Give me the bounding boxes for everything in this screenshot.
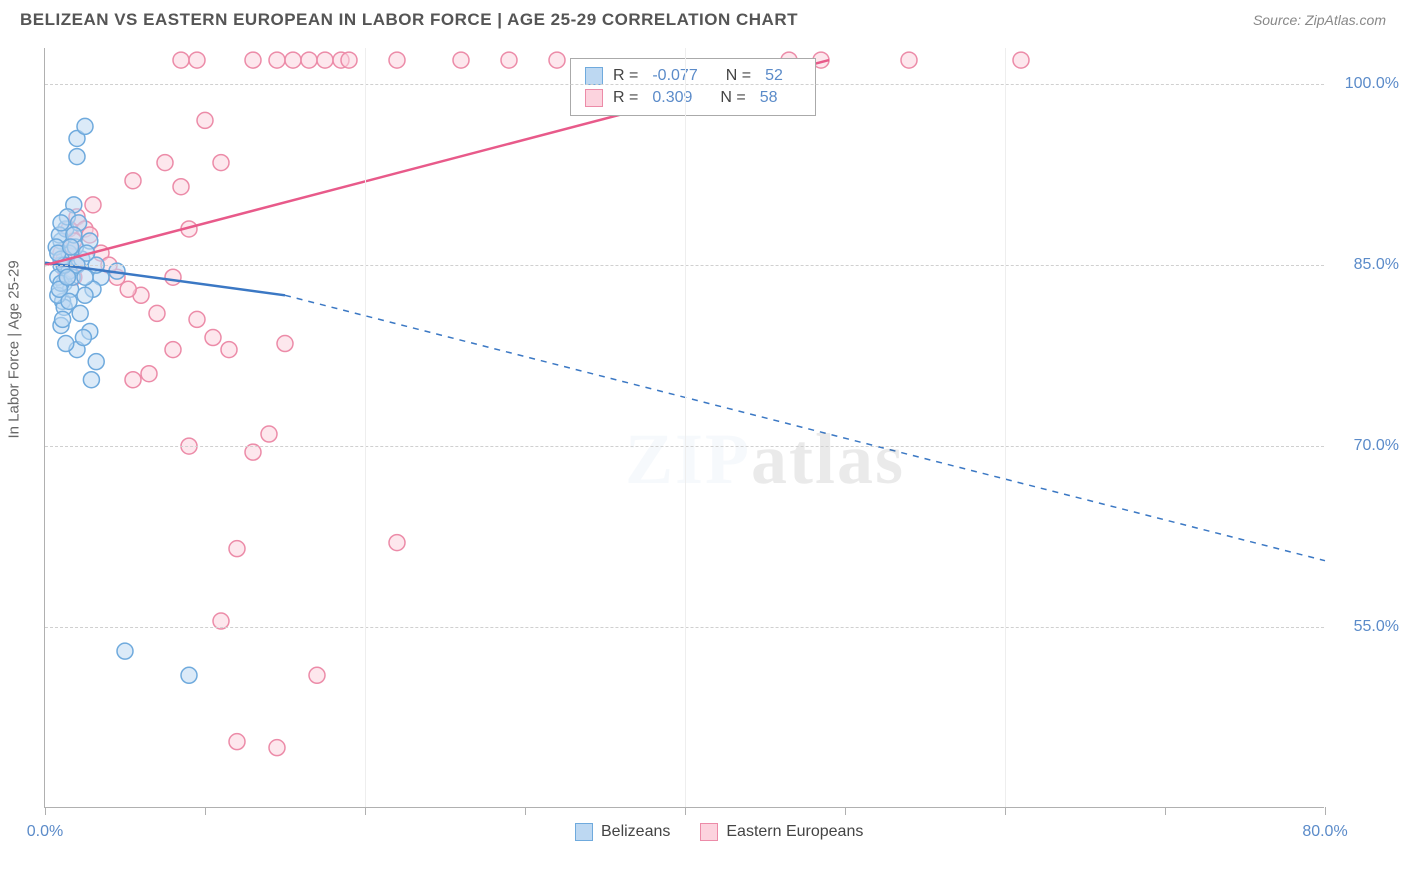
scatter-point bbox=[77, 118, 93, 134]
scatter-point bbox=[341, 52, 357, 68]
scatter-point bbox=[221, 342, 237, 358]
scatter-point bbox=[901, 52, 917, 68]
x-tick bbox=[685, 807, 686, 815]
scatter-point bbox=[285, 52, 301, 68]
legend-label: Belizeans bbox=[601, 823, 670, 841]
scatter-point bbox=[83, 372, 99, 388]
scatter-point bbox=[77, 287, 93, 303]
correlation-legend: R = -0.077 N = 52 R = 0.309 N = 58 bbox=[570, 58, 816, 116]
scatter-point bbox=[229, 734, 245, 750]
x-tick bbox=[205, 807, 206, 815]
x-tick bbox=[45, 807, 46, 815]
y-tick-label: 70.0% bbox=[1354, 437, 1399, 455]
scatter-point bbox=[189, 52, 205, 68]
scatter-point bbox=[125, 372, 141, 388]
x-tick bbox=[1005, 807, 1006, 815]
source-label: Source: ZipAtlas.com bbox=[1253, 12, 1386, 28]
y-tick-label: 55.0% bbox=[1354, 618, 1399, 636]
chart-title: BELIZEAN VS EASTERN EUROPEAN IN LABOR FO… bbox=[20, 10, 798, 30]
x-tick bbox=[845, 807, 846, 815]
scatter-point bbox=[317, 52, 333, 68]
scatter-point bbox=[389, 535, 405, 551]
scatter-point bbox=[277, 336, 293, 352]
x-tick bbox=[1165, 807, 1166, 815]
y-tick-label: 85.0% bbox=[1354, 256, 1399, 274]
scatter-point bbox=[165, 269, 181, 285]
scatter-point bbox=[229, 541, 245, 557]
series-legend: Belizeans Eastern Europeans bbox=[575, 823, 863, 841]
scatter-point bbox=[181, 667, 197, 683]
scatter-point bbox=[1013, 52, 1029, 68]
y-tick-label: 100.0% bbox=[1345, 75, 1399, 93]
scatter-point bbox=[205, 330, 221, 346]
scatter-point bbox=[453, 52, 469, 68]
scatter-point bbox=[53, 215, 69, 231]
swatch-icon bbox=[575, 823, 593, 841]
scatter-point bbox=[165, 342, 181, 358]
scatter-point bbox=[189, 311, 205, 327]
scatter-point bbox=[197, 112, 213, 128]
r-label: R = bbox=[613, 67, 638, 85]
n-label: N = bbox=[726, 67, 751, 85]
scatter-point bbox=[157, 155, 173, 171]
scatter-point bbox=[141, 366, 157, 382]
swatch-blue bbox=[585, 67, 603, 85]
scatter-point bbox=[301, 52, 317, 68]
scatter-point bbox=[389, 52, 405, 68]
scatter-point bbox=[58, 336, 74, 352]
legend-label: Eastern Europeans bbox=[726, 823, 863, 841]
scatter-point bbox=[261, 426, 277, 442]
x-tick-label: 0.0% bbox=[27, 823, 63, 841]
scatter-point bbox=[149, 305, 165, 321]
x-tick bbox=[365, 807, 366, 815]
scatter-point bbox=[213, 155, 229, 171]
scatter-point bbox=[549, 52, 565, 68]
legend-item: Belizeans bbox=[575, 823, 670, 841]
n-label: N = bbox=[720, 89, 745, 107]
scatter-point bbox=[61, 293, 77, 309]
r-label: R = bbox=[613, 89, 638, 107]
gridline-v bbox=[365, 48, 366, 807]
swatch-icon bbox=[700, 823, 718, 841]
scatter-point bbox=[75, 330, 91, 346]
scatter-point bbox=[88, 354, 104, 370]
n-value-blue: 52 bbox=[765, 67, 783, 85]
x-tick bbox=[1325, 807, 1326, 815]
scatter-point bbox=[85, 197, 101, 213]
chart-plot-area: R = -0.077 N = 52 R = 0.309 N = 58 ZIPat… bbox=[44, 48, 1324, 808]
legend-item: Eastern Europeans bbox=[700, 823, 863, 841]
x-tick-label: 80.0% bbox=[1302, 823, 1347, 841]
scatter-point bbox=[77, 269, 93, 285]
scatter-point bbox=[55, 311, 71, 327]
legend-row-pink: R = 0.309 N = 58 bbox=[585, 87, 801, 109]
scatter-point bbox=[120, 281, 136, 297]
scatter-point bbox=[63, 239, 79, 255]
swatch-pink bbox=[585, 89, 603, 107]
scatter-point bbox=[125, 173, 141, 189]
scatter-point bbox=[269, 740, 285, 756]
x-tick bbox=[525, 807, 526, 815]
gridline-v bbox=[685, 48, 686, 807]
scatter-point bbox=[59, 269, 75, 285]
n-value-pink: 58 bbox=[760, 89, 778, 107]
scatter-point bbox=[173, 52, 189, 68]
scatter-point bbox=[269, 52, 285, 68]
scatter-point bbox=[309, 667, 325, 683]
scatter-point bbox=[245, 52, 261, 68]
scatter-point bbox=[69, 149, 85, 165]
scatter-point bbox=[117, 643, 133, 659]
y-axis-label: In Labor Force | Age 25-29 bbox=[6, 260, 23, 438]
scatter-point bbox=[173, 179, 189, 195]
r-value-blue: -0.077 bbox=[652, 67, 697, 85]
r-value-pink: 0.309 bbox=[652, 89, 692, 107]
regression-line-blue-dashed bbox=[285, 295, 1325, 560]
gridline-v bbox=[1005, 48, 1006, 807]
scatter-point bbox=[501, 52, 517, 68]
